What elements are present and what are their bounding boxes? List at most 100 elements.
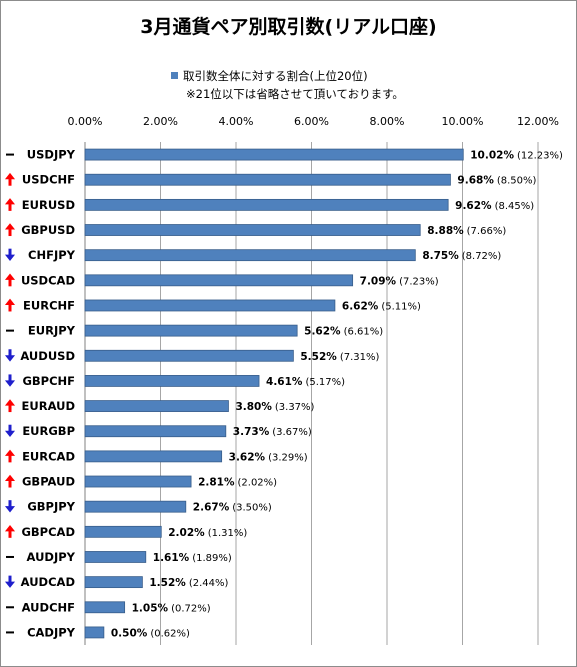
value-label-previous: (7.23%) [399, 276, 439, 287]
value-label-current: 2.02% [168, 527, 205, 539]
bars [84, 148, 464, 639]
up-arrow-icon [4, 223, 16, 237]
bar [84, 525, 162, 538]
value-label: 5.62% (6.61%) [304, 326, 383, 338]
value-label-previous: (7.66%) [467, 226, 507, 237]
legend-swatch [171, 72, 178, 79]
down-arrow-icon [4, 424, 16, 438]
up-arrow-icon [4, 399, 16, 413]
value-label: 9.62% (8.45%) [455, 200, 534, 212]
up-arrow-icon [4, 525, 16, 538]
value-label-previous: (0.62%) [150, 628, 190, 639]
up-arrow-shaft [8, 177, 12, 186]
value-label-current: 3.80% [235, 401, 272, 413]
bar [84, 148, 464, 161]
value-label: 6.62% (5.11%) [342, 300, 421, 312]
category-label: USDCHF [22, 173, 75, 187]
category-label: AUDUSD [20, 349, 75, 363]
value-label: 3.73% (3.67%) [233, 426, 312, 438]
value-label: 1.52% (2.44%) [149, 577, 228, 589]
bar [84, 198, 449, 211]
value-label-previous: (1.89%) [192, 553, 232, 564]
x-tick-label: 6.00% [294, 115, 329, 128]
category-label: GBPUSD [21, 223, 75, 237]
value-label-current: 1.05% [132, 602, 169, 614]
value-label: 1.05% (0.72%) [132, 602, 211, 614]
category-label: AUDJPY [27, 550, 76, 564]
legend-note: ※21位以下は省略させて頂いております。 [186, 87, 404, 101]
value-label-current: 0.50% [111, 627, 148, 639]
category-label: GBPAUD [22, 475, 75, 489]
x-tick-label: 10.00% [442, 115, 484, 128]
value-label: 2.02% (1.31%) [168, 527, 247, 539]
bar [84, 450, 223, 463]
value-label: 3.80% (3.37%) [235, 401, 314, 413]
category-label: GBPCAD [21, 525, 75, 539]
value-label-current: 8.88% [427, 225, 464, 237]
up-arrow-shaft [8, 228, 12, 237]
down-arrow-head [4, 430, 16, 438]
x-tick-label: 0.00% [68, 115, 103, 128]
no-change-dash-icon [6, 631, 14, 634]
value-label-current: 1.61% [153, 552, 190, 564]
bar [84, 249, 416, 262]
value-label-previous: (2.02%) [238, 478, 278, 489]
up-arrow-shaft [8, 278, 12, 287]
legend-entry: 取引数全体に対する割合(上位20位) [183, 69, 368, 83]
trend-markers [4, 153, 16, 634]
category-label: EURGBP [22, 424, 75, 438]
value-label-previous: (1.31%) [208, 528, 248, 539]
bar [84, 299, 336, 312]
value-label-previous: (3.67%) [272, 427, 312, 438]
up-arrow-shaft [8, 404, 12, 413]
value-label-previous: (7.31%) [340, 352, 380, 363]
up-arrow-shaft [8, 454, 12, 463]
value-label-previous: (5.17%) [305, 377, 345, 388]
value-label-current: 1.52% [149, 577, 186, 589]
x-tick-label: 2.00% [143, 115, 178, 128]
value-label: 7.09% (7.23%) [360, 275, 439, 287]
value-label-previous: (8.50%) [497, 176, 537, 187]
category-label: EURJPY [28, 324, 76, 338]
no-change-dash-icon [6, 153, 14, 156]
value-label-previous: (8.72%) [462, 251, 502, 262]
category-label: CHFJPY [28, 248, 76, 262]
category-label: CADJPY [27, 625, 76, 639]
value-label: 0.50% (0.62%) [111, 627, 190, 639]
no-change-dash-icon [6, 555, 14, 558]
category-label: USDJPY [27, 148, 76, 162]
down-arrow-head [4, 355, 16, 362]
bar [84, 475, 192, 488]
value-label-current: 4.61% [266, 376, 303, 388]
up-arrow-shaft [8, 479, 12, 488]
category-label: EURAUD [22, 399, 75, 413]
down-arrow-icon [4, 374, 16, 387]
down-arrow-icon [4, 500, 16, 513]
no-change-dash-icon [6, 606, 14, 609]
value-label-current: 10.02% [470, 150, 514, 162]
category-label: EURUSD [22, 198, 75, 212]
value-label-previous: (12.23%) [517, 151, 563, 162]
up-arrow-icon [4, 273, 16, 287]
up-arrow-icon [4, 474, 16, 488]
value-label: 8.88% (7.66%) [427, 225, 506, 237]
value-label-previous: (0.72%) [171, 603, 211, 614]
down-arrow-head [4, 581, 16, 588]
down-arrow-head [4, 506, 16, 513]
bar [84, 173, 451, 186]
value-label-previous: (6.61%) [344, 327, 384, 338]
value-label-previous: (2.44%) [189, 578, 229, 589]
value-label-current: 3.62% [229, 451, 266, 463]
up-arrow-icon [4, 298, 16, 312]
bar [84, 224, 421, 236]
bar [84, 601, 126, 614]
value-label-current: 5.52% [300, 351, 337, 363]
value-label-current: 8.75% [422, 250, 459, 262]
down-arrow-head [4, 380, 16, 387]
value-label-previous: (5.11%) [381, 301, 421, 312]
value-label-current: 5.62% [304, 326, 341, 338]
category-labels: USDJPY USDCHF EURUSD GBPUSD CHFJPY USDCAD EURC… [20, 148, 75, 640]
value-label: 9.68% (8.50%) [457, 175, 536, 187]
value-label: 5.52% (7.31%) [300, 351, 379, 363]
